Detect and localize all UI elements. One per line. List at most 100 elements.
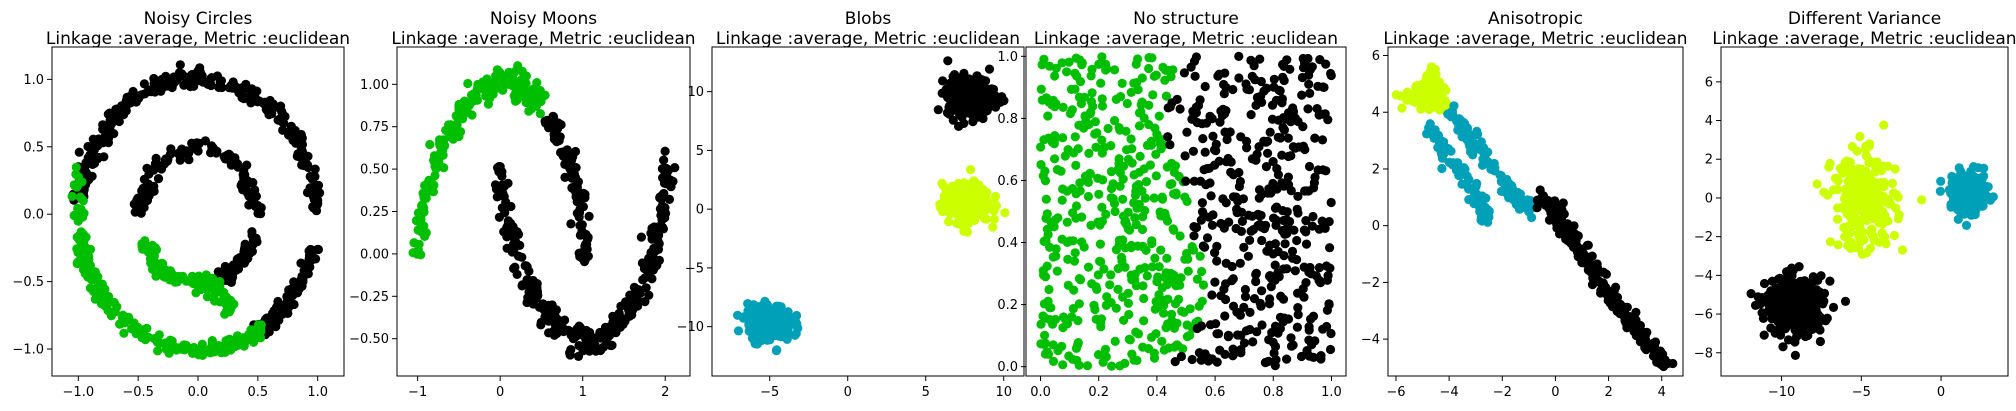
scatter-point — [1422, 129, 1432, 139]
scatter-point — [1057, 195, 1067, 205]
scatter-point — [1202, 164, 1212, 174]
scatter-point — [1058, 102, 1068, 112]
scatter-point — [517, 252, 527, 262]
scatter-point — [71, 162, 81, 172]
scatter-point — [1917, 195, 1927, 205]
scatter-point — [784, 311, 794, 321]
scatter-point — [1185, 304, 1195, 314]
scatter-point — [1137, 224, 1148, 235]
scatter-point — [1097, 52, 1107, 62]
scatter-point — [297, 160, 307, 170]
scatter-point — [1062, 237, 1072, 247]
scatter-point — [1228, 192, 1239, 202]
subplot-title: Anisotropic — [1488, 9, 1583, 29]
scatter-point — [1266, 188, 1276, 198]
y-tick-label: 2 — [1705, 153, 1713, 168]
scatter-point — [1240, 292, 1251, 302]
scatter-point — [960, 81, 970, 91]
scatter-point — [1245, 235, 1255, 245]
x-tick-label: 0.8 — [1263, 385, 1284, 400]
scatter-point — [1465, 141, 1475, 151]
scatter-point — [770, 306, 781, 316]
scatter-point — [250, 93, 261, 103]
scatter-point — [1474, 194, 1484, 204]
scatter-point — [1194, 348, 1204, 358]
scatter-point — [1274, 85, 1284, 95]
scatter-point — [1051, 63, 1061, 73]
scatter-point — [1197, 266, 1207, 277]
scatter-point — [668, 176, 678, 186]
scatter-point — [1123, 298, 1133, 308]
scatter-point — [1305, 88, 1315, 98]
scatter-point — [80, 268, 90, 279]
scatter-point — [1532, 203, 1542, 213]
y-tick-label: 0.4 — [997, 236, 1018, 251]
scatter-point — [1874, 218, 1884, 228]
subplot-subtitle: Linkage :average, Metric :euclidean — [1712, 29, 2016, 49]
scatter-point — [1171, 188, 1181, 198]
scatter-point — [944, 217, 954, 227]
scatter-point — [1197, 296, 1207, 306]
scatter-point — [1833, 214, 1843, 224]
scatter-point — [1205, 178, 1215, 188]
scatter-point — [1147, 262, 1157, 272]
scatter-point — [1110, 206, 1120, 217]
scatter-point — [653, 236, 663, 246]
scatter-point — [1326, 328, 1336, 339]
scatter-point — [960, 104, 970, 114]
scatter-point — [233, 264, 244, 274]
scatter-point — [1538, 191, 1549, 201]
scatter-point — [1865, 176, 1875, 186]
scatter-point — [1321, 166, 1331, 176]
scatter-point — [103, 297, 113, 307]
scatter-point — [1235, 310, 1245, 320]
scatter-point — [1221, 198, 1231, 208]
scatter-point — [115, 319, 125, 329]
scatter-point — [143, 247, 153, 257]
scatter-point — [1825, 276, 1835, 286]
x-tick-label: 0 — [496, 385, 504, 400]
x-tick-label: −5 — [760, 385, 779, 400]
scatter-point — [1858, 205, 1868, 215]
scatter-point — [97, 279, 107, 289]
scatter-point — [1086, 97, 1096, 107]
scatter-point — [1192, 323, 1202, 334]
scatter-point — [493, 163, 503, 173]
scatter-point — [1778, 342, 1788, 352]
scatter-point — [1275, 133, 1286, 143]
scatter-point — [1071, 201, 1082, 211]
scatter-point — [1936, 176, 1946, 186]
scatter-point — [1262, 246, 1272, 256]
x-tick-label: 0.0 — [1030, 385, 1051, 400]
scatter-point — [1058, 360, 1068, 370]
scatter-point — [167, 82, 177, 93]
scatter-point — [761, 314, 771, 324]
scatter-point — [223, 275, 233, 286]
scatter-point — [1314, 224, 1324, 234]
scatter-point — [1052, 165, 1062, 175]
scatter-point — [1144, 63, 1154, 74]
scatter-point — [1292, 204, 1302, 214]
scatter-point — [1127, 158, 1137, 168]
scatter-point — [1286, 333, 1296, 343]
scatter-point — [611, 327, 621, 337]
scatter-point — [72, 182, 82, 192]
scatter-point — [1083, 262, 1094, 272]
x-tick-label: 10 — [995, 385, 1012, 400]
scatter-point — [1154, 262, 1164, 272]
scatter-point — [1208, 131, 1218, 141]
scatter-point — [87, 267, 98, 278]
scatter-point — [1325, 344, 1336, 355]
scatter-point — [1138, 281, 1148, 291]
scatter-point — [1228, 274, 1238, 284]
scatter-point — [640, 297, 650, 307]
scatter-point — [1069, 256, 1080, 266]
scatter-point — [1864, 186, 1875, 196]
scatter-point — [228, 83, 238, 93]
scatter-point — [1866, 204, 1876, 214]
scatter-point — [1812, 179, 1822, 189]
scatter-point — [232, 340, 242, 350]
scatter-point — [506, 201, 516, 212]
scatter-point — [1867, 224, 1877, 234]
